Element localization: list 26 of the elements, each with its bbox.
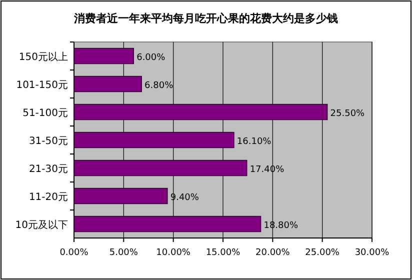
y-tick-label: 51-100元 <box>22 108 68 119</box>
bar <box>74 160 248 176</box>
y-tick-label: 11-20元 <box>28 192 68 203</box>
x-tick-label: 5.00% <box>109 248 138 258</box>
x-tick-label: 20.00% <box>256 248 290 258</box>
x-tick-label: 15.00% <box>206 248 241 258</box>
bar <box>74 104 328 120</box>
y-tick-label: 21-30元 <box>28 164 68 175</box>
y-tick-label: 31-50元 <box>28 136 68 147</box>
data-label: 6.00% <box>136 53 166 63</box>
bar <box>74 76 142 92</box>
bar <box>74 48 134 64</box>
y-tick-label: 101-150元 <box>16 80 68 91</box>
y-tick-label: 150元以上 <box>18 51 68 63</box>
bar <box>74 216 262 232</box>
chart-title: 消费者近一年来平均每月吃开心果的花费大约是多少钱 <box>73 12 338 25</box>
data-label: 6.80% <box>144 81 174 91</box>
x-tick-label: 25.00% <box>305 248 340 258</box>
data-label: 16.10% <box>236 137 272 147</box>
x-tick-label: 10.00% <box>156 248 191 258</box>
y-tick-label: 10元及以下 <box>15 219 68 231</box>
bar <box>74 132 234 148</box>
x-tick-label: 0.00% <box>60 248 89 258</box>
x-tick-label: 30.00% <box>354 248 390 258</box>
data-label: 25.50% <box>330 109 366 119</box>
bar <box>74 188 168 204</box>
